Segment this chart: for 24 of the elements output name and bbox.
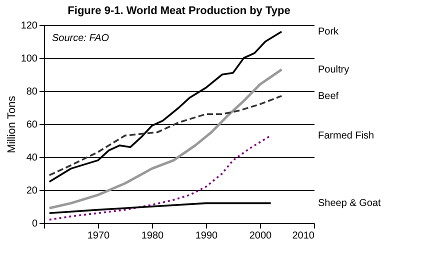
chart-title: Figure 9-1. World Meat Production by Type [68, 5, 290, 17]
x-tick-label: 2000 [249, 230, 272, 242]
y-tick-label: 20 [26, 186, 38, 196]
line-series [48, 68, 283, 210]
y-tick-label: 40 [26, 152, 38, 164]
text: Beef [318, 90, 339, 102]
y-tick-label: 120 [20, 20, 38, 32]
x-tick-label: 1980 [141, 230, 164, 242]
line-series [48, 95, 282, 176]
text: Farmed Fish [318, 130, 374, 142]
y-tick-label: 0 [32, 218, 38, 230]
y-axis-title: Million Tons [6, 95, 18, 154]
text: Pork [318, 26, 340, 38]
line-series [48, 134, 272, 221]
text: Sheep & Goat [318, 198, 382, 210]
x-tick-label: 2010 [292, 230, 315, 242]
line-series [48, 202, 272, 214]
text: Poultry [318, 64, 350, 76]
x-tick-label: 1970 [87, 230, 110, 242]
y-tick-label: 80 [26, 86, 38, 98]
y-tick-label: 100 [20, 54, 38, 64]
x-tick-label: 1990 [195, 230, 218, 242]
annotation: Source: FAO [52, 33, 110, 44]
y-tick-label: 60 [26, 120, 38, 130]
